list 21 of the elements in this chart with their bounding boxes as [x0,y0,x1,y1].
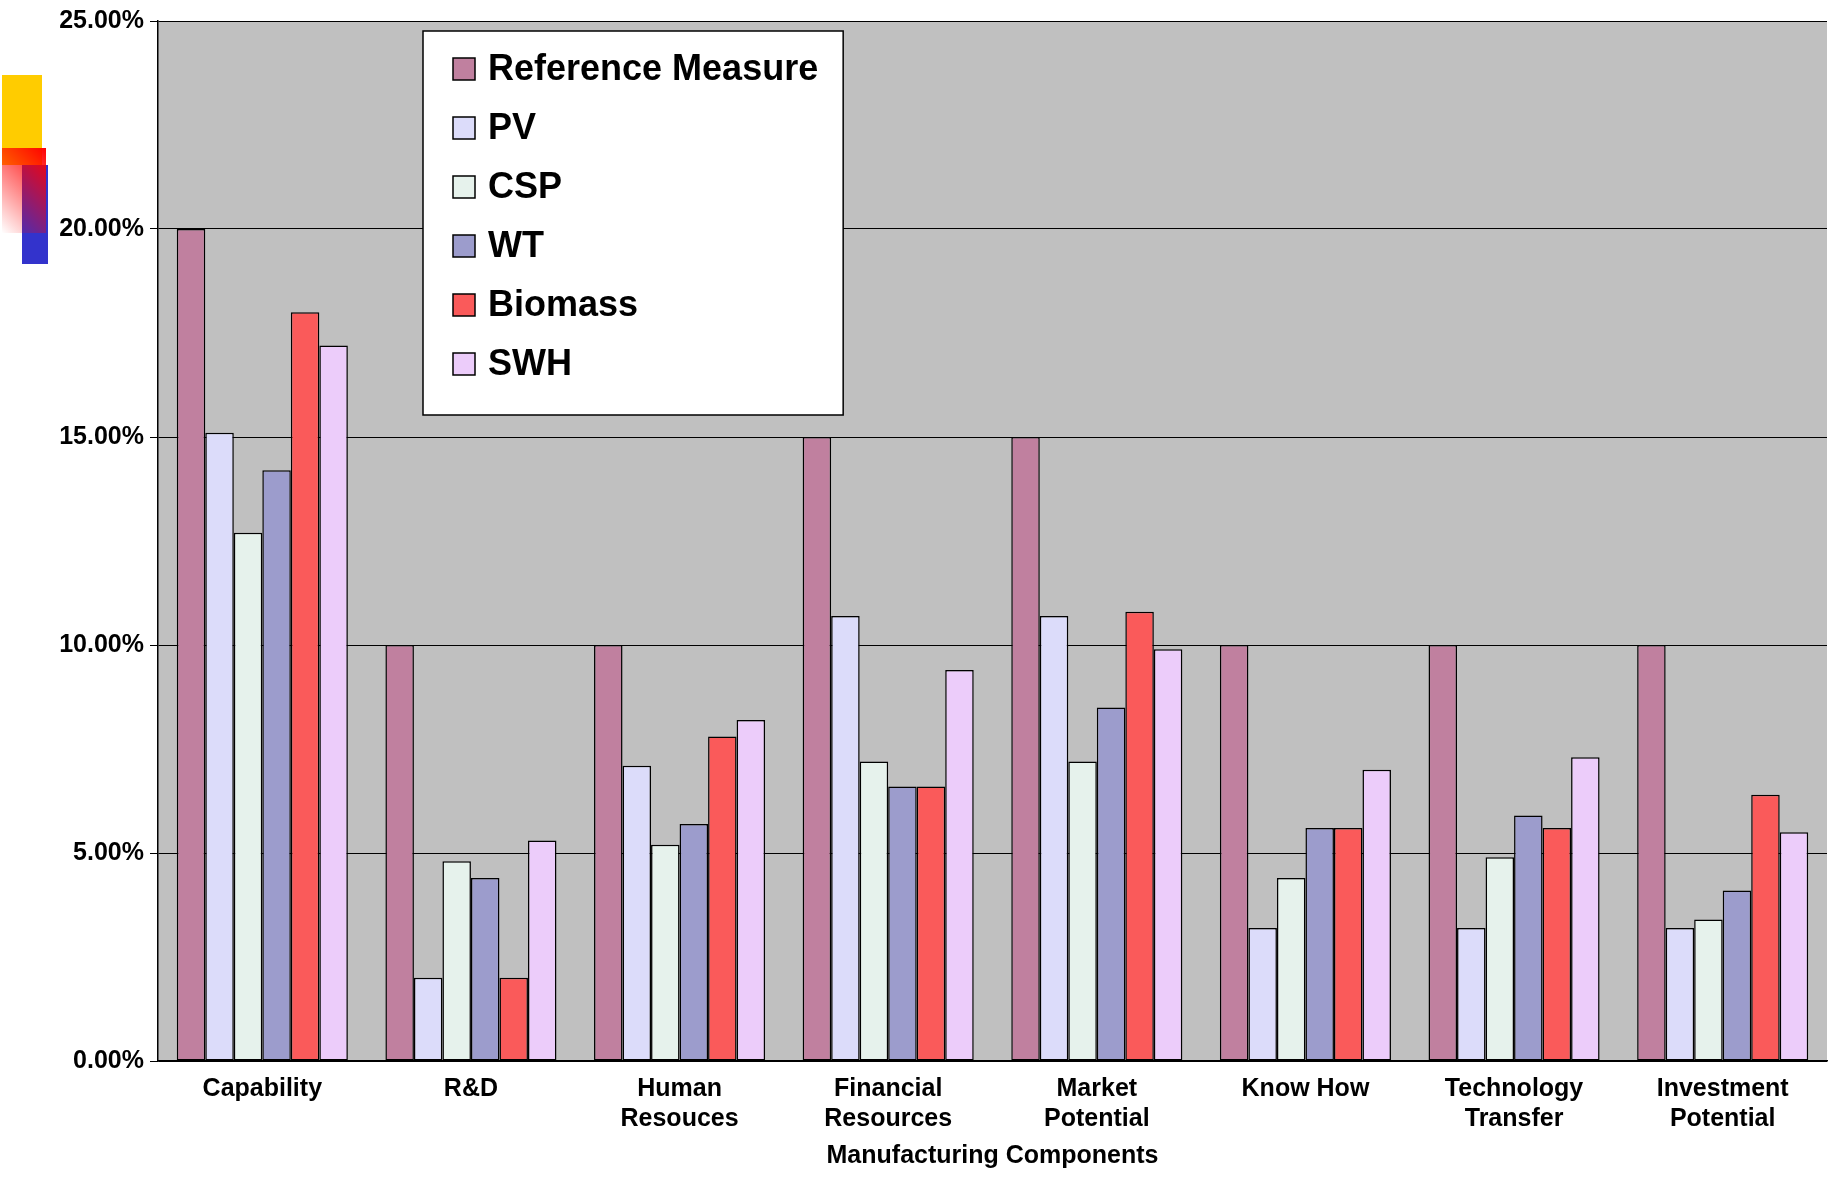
x-tick-label: Capability [202,1072,323,1101]
y-tick-label: 0.00% [73,1044,144,1073]
x-tick-label: Financial Resources [824,1072,953,1131]
legend-label: Biomass [488,282,639,324]
y-tick-label: 25.00% [59,4,144,33]
legend-label: CSP [488,164,563,206]
x-axis-title: Manufacturing Components [826,1139,1159,1168]
x-tick-label: Know How [1241,1072,1370,1101]
x-tick-label: Market Potential [1044,1072,1150,1131]
y-tick-label: 5.00% [73,836,144,865]
y-tick-label: 20.00% [59,212,144,241]
x-tick-label: Investment Potential [1656,1072,1790,1131]
y-tick-label: 15.00% [59,420,144,449]
legend-label: WT [488,223,544,265]
x-tick-label: R&D [443,1072,499,1101]
x-tick-label: Human Resouces [620,1072,739,1131]
legend-label: SWH [488,341,572,383]
legend-label: PV [488,105,537,147]
legend-label: Reference Measure [488,46,819,88]
x-tick-label: Technology Transfer [1444,1072,1584,1131]
y-tick-label: 10.00% [59,628,144,657]
